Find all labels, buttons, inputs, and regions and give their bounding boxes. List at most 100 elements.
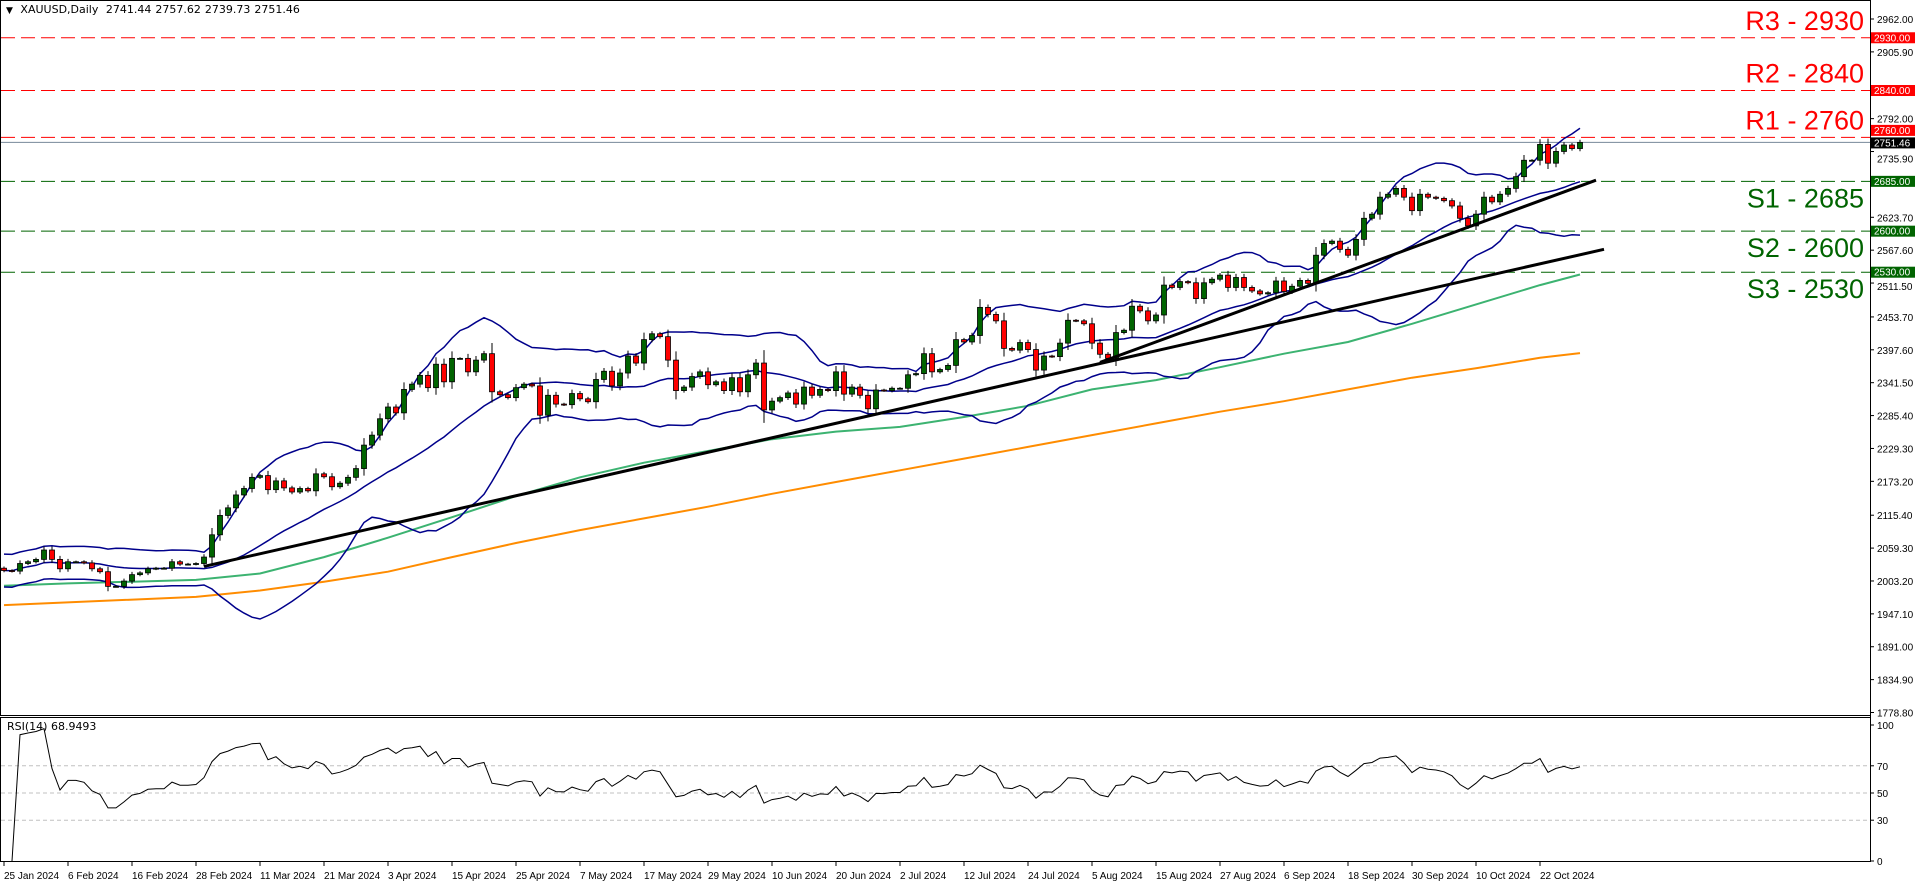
candle-down: [1425, 193, 1431, 198]
level-label: S3 - 2530: [1747, 274, 1864, 304]
candle-up: [1353, 238, 1359, 256]
candle-up: [1513, 176, 1519, 189]
rsi-line: [11, 728, 1581, 862]
time-tick-label: 12 Jul 2024: [964, 871, 1016, 882]
price-tick-label: 2285.40: [1877, 412, 1914, 423]
candle-up: [1393, 187, 1399, 195]
time-tick-label: 6 Feb 2024: [68, 871, 119, 882]
candle-down: [1241, 277, 1247, 288]
level-price-tag-bg: [1871, 175, 1915, 187]
candle-up: [401, 389, 407, 414]
level-price-tag-bg: [1871, 124, 1915, 136]
candle-up: [313, 473, 319, 492]
candle-up: [1161, 284, 1167, 316]
candle-up: [1017, 342, 1023, 351]
trendline: [203, 247, 1605, 568]
candle-down: [1345, 248, 1351, 256]
price-tick-label: 2173.20: [1877, 477, 1914, 488]
candle-up: [481, 353, 487, 361]
candle-up: [681, 386, 687, 392]
candle-down: [1, 567, 7, 571]
price-tick-label: 2453.70: [1877, 313, 1914, 324]
candle-down: [97, 568, 103, 573]
candle-down: [537, 385, 543, 416]
candle-down: [529, 383, 535, 387]
candle-down: [425, 374, 431, 389]
candle-up: [1153, 314, 1159, 322]
candle-up: [1297, 280, 1303, 287]
time-axis: 25 Jan 2024 6 Feb 2024 16 Feb 2024 28 Feb 2…: [3, 862, 1595, 882]
candle-up: [569, 393, 575, 406]
price-tick-label: 2059.30: [1877, 544, 1914, 555]
price-tick-label: 1778.80: [1877, 709, 1914, 720]
candle-up: [1065, 319, 1071, 344]
candle-down: [289, 487, 295, 493]
candle-up: [1209, 278, 1215, 284]
candle-down: [329, 476, 335, 488]
level-price-tag-bg: [1871, 85, 1915, 97]
candle-up: [1577, 142, 1583, 149]
candle-down: [553, 394, 559, 405]
price-tick-label: 2511.50: [1877, 282, 1913, 293]
candle-up: [729, 377, 735, 392]
candle-down: [81, 561, 87, 564]
candle-up: [969, 335, 975, 343]
candle-up: [753, 362, 759, 376]
level-price-tag-bg: [1871, 225, 1915, 237]
candle-down: [1449, 200, 1455, 207]
candle-down: [1249, 287, 1255, 292]
candle-up: [777, 397, 783, 402]
candle-up: [353, 468, 359, 478]
candle-down: [633, 355, 639, 364]
candle-down: [865, 394, 871, 410]
price-tick-label: 2735.90: [1877, 155, 1914, 166]
bollinger-middle: [3, 180, 1581, 572]
candle-up: [273, 480, 279, 491]
rsi-panel-border: [0, 717, 1871, 862]
time-tick-label: 28 Feb 2024: [196, 871, 253, 882]
candle-down: [305, 488, 311, 492]
candle-up: [1265, 292, 1271, 295]
candle-down: [673, 359, 679, 392]
time-tick-label: 15 Aug 2024: [1156, 871, 1213, 882]
time-tick-label: 10 Jun 2024: [772, 871, 827, 882]
rsi-tick-label: 70: [1877, 762, 1889, 773]
candle-down: [505, 394, 511, 399]
triangle-down-icon[interactable]: ▼: [6, 6, 13, 16]
time-tick-label: 30 Sep 2024: [1412, 871, 1469, 882]
candle-down: [1073, 319, 1079, 322]
candle-down: [737, 377, 743, 393]
candle-up: [17, 563, 23, 572]
candle-down: [761, 362, 767, 411]
candle-up: [161, 567, 167, 570]
price-tick-label: 2397.60: [1877, 346, 1914, 357]
level-price-tag: 2760.00: [1874, 126, 1911, 137]
price-tick-label: 2115.40: [1877, 511, 1913, 522]
candle-up: [385, 406, 391, 420]
candle-up: [1473, 213, 1479, 227]
candle-up: [65, 561, 71, 570]
time-tick-label: 25 Apr 2024: [516, 871, 570, 882]
candle-down: [441, 363, 447, 383]
candle-up: [1121, 329, 1127, 333]
candle-up: [113, 585, 119, 588]
rsi-tick-label: 0: [1877, 857, 1883, 868]
candle-down: [321, 473, 327, 478]
price-tick-label: 2962.00: [1877, 15, 1914, 26]
candle-down: [465, 357, 471, 373]
candle-up: [457, 357, 463, 360]
candle-down: [1081, 320, 1087, 325]
candle-up: [1321, 243, 1327, 256]
candle-down: [857, 386, 863, 396]
candle-down: [177, 561, 183, 565]
price-tick-label: 2905.90: [1877, 48, 1914, 59]
price-tick-label: 1834.90: [1877, 676, 1914, 687]
rsi-label: RSI(14) 68.9493: [7, 720, 97, 733]
candle-down: [1337, 240, 1343, 250]
candle-up: [1417, 193, 1423, 212]
candle-up: [913, 373, 919, 376]
candle-up: [297, 488, 303, 493]
candle-up: [697, 371, 703, 377]
candle-down: [993, 314, 999, 322]
